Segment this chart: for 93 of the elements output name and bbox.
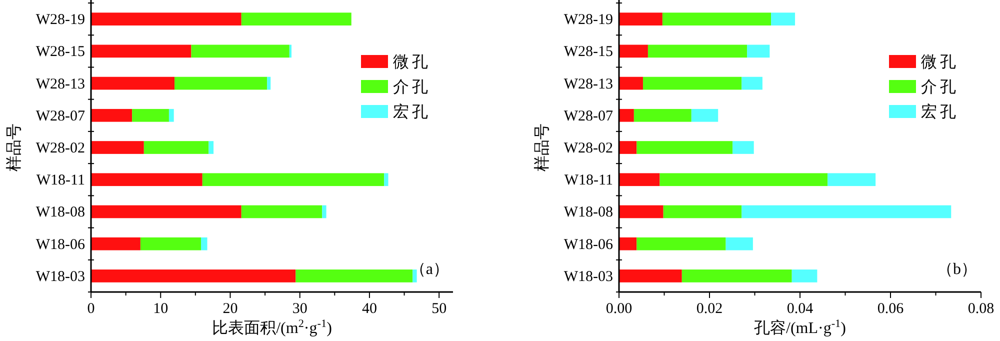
bar <box>174 76 268 90</box>
bar <box>619 108 634 122</box>
bar <box>241 205 322 218</box>
y-tick-label: W28-15 <box>564 44 613 60</box>
legend-label: 宏孔 <box>393 103 431 121</box>
bar <box>662 12 772 26</box>
y-tick-label: W18-08 <box>564 204 613 221</box>
y-tick-label: W18-03 <box>36 268 85 285</box>
bar <box>619 205 664 218</box>
bar <box>132 108 169 122</box>
bar <box>732 141 754 154</box>
bar <box>742 76 762 90</box>
legend-label: 介孔 <box>393 79 431 96</box>
bar <box>619 12 662 26</box>
x-tick-label: 0.06 <box>877 301 904 317</box>
legend-label: 微孔 <box>393 54 431 71</box>
bar <box>636 237 726 250</box>
x-tick-label: 50 <box>432 301 447 317</box>
y-tick-label: W28-19 <box>564 12 613 28</box>
y-tick-label: W18-11 <box>564 172 613 189</box>
bar <box>642 76 742 90</box>
x-tick-label: 0.00 <box>606 301 632 317</box>
legend-label: 介孔 <box>921 79 959 96</box>
bar <box>91 141 144 154</box>
bar <box>91 205 242 218</box>
x-tick-label: 0.02 <box>696 301 723 317</box>
bar <box>322 205 326 218</box>
bar <box>91 270 296 282</box>
x-tick-label: 0.08 <box>968 301 994 317</box>
bar <box>747 44 770 58</box>
bar <box>140 237 201 250</box>
bar <box>619 270 682 282</box>
x-tick-label: 20 <box>222 301 238 317</box>
x-axis-title: 比表面积/(m$^{2}$·g$^{-1}$) <box>212 318 332 337</box>
y-tick-label: W28-02 <box>564 140 613 156</box>
bar <box>91 12 242 26</box>
legend-label: 微孔 <box>921 54 959 71</box>
y-tick-label: W28-07 <box>564 108 614 124</box>
x-tick-label: 10 <box>153 301 168 317</box>
bar <box>682 270 792 282</box>
bar <box>191 44 290 58</box>
y-axis-title: 样品号 <box>533 124 551 172</box>
bar <box>91 237 140 250</box>
bar <box>200 237 208 250</box>
x-tick-label: 0 <box>87 301 95 317</box>
legend-label: 宏孔 <box>921 103 959 121</box>
bar <box>619 76 643 90</box>
y-tick-label: W28-19 <box>36 12 85 28</box>
bar <box>771 12 796 26</box>
bar <box>144 141 209 154</box>
y-tick-label: W18-03 <box>564 268 613 285</box>
x-axis-title: 孔容/(mL·g$^{-1}$) <box>754 318 846 337</box>
bar <box>208 141 214 154</box>
y-tick-label: W28-13 <box>36 76 85 92</box>
bar <box>91 44 192 58</box>
bar <box>384 173 388 186</box>
bar <box>168 108 174 122</box>
bar <box>619 173 660 186</box>
y-tick-label: W18-08 <box>36 204 85 221</box>
y-tick-label: W18-06 <box>36 236 86 253</box>
bar <box>634 108 692 122</box>
bar <box>91 173 202 186</box>
bar <box>412 270 417 282</box>
annotation: （a） <box>410 261 449 278</box>
bar <box>726 237 753 250</box>
y-tick-label: W28-07 <box>36 108 86 124</box>
bar <box>91 76 175 90</box>
bar <box>619 237 637 250</box>
bar <box>636 141 733 154</box>
y-tick-label: W28-15 <box>36 44 85 60</box>
bar <box>663 205 742 218</box>
x-tick-label: 0.04 <box>786 301 814 317</box>
y-tick-label: W28-13 <box>564 76 613 92</box>
annotation: （b） <box>937 261 977 278</box>
bar <box>648 44 748 58</box>
bar <box>241 12 352 26</box>
y-axis-title: 样品号 <box>5 124 23 172</box>
bar <box>742 205 952 218</box>
y-tick-label: W18-06 <box>564 236 614 253</box>
bar <box>828 173 876 186</box>
bar <box>619 141 637 154</box>
bar <box>619 44 648 58</box>
bar <box>792 270 818 282</box>
bar <box>296 270 413 282</box>
y-tick-label: W18-11 <box>36 172 85 189</box>
bar <box>660 173 828 186</box>
bar <box>691 108 718 122</box>
y-tick-label: W28-02 <box>36 140 85 156</box>
x-tick-label: 30 <box>292 301 308 317</box>
bar <box>91 108 132 122</box>
bar <box>202 173 384 186</box>
x-tick-label: 40 <box>362 301 377 317</box>
bar <box>267 76 271 90</box>
